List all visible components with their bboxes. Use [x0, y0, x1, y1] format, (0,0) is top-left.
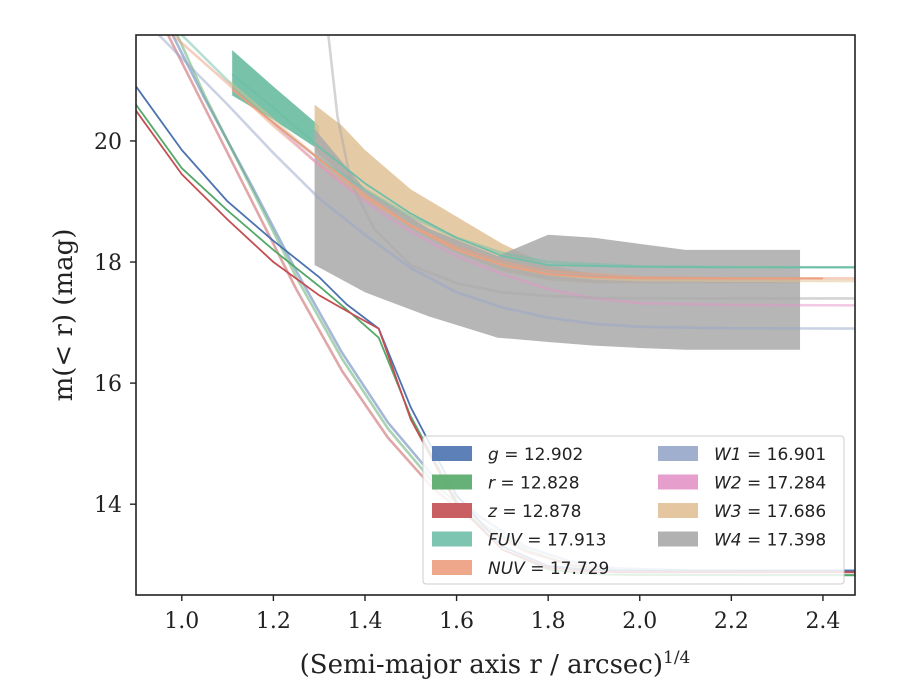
legend-item-g: g = 12.902: [432, 445, 583, 465]
x-tick-label: 2.4: [805, 609, 840, 634]
x-tick-label: 2.2: [714, 609, 749, 634]
x-axis-label-exponent: 1/4: [663, 648, 690, 668]
y-tick-label: 14: [94, 493, 122, 518]
y-axis-label: m(< r) (mag): [49, 229, 79, 402]
curve-w1-model: [157, 35, 855, 330]
curve-fuv-data: [231, 73, 855, 269]
legend-item-w3: W3 = 17.686: [658, 502, 826, 522]
plot-frame: [135, 34, 856, 596]
x-tick-label: 1.6: [439, 609, 474, 634]
x-axis-label: (Semi-major axis r / arcsec)1/4: [300, 648, 691, 680]
legend-label: r = 12.828: [488, 474, 580, 494]
legend-item-w1: W1 = 16.901: [658, 445, 826, 465]
x-tick-label: 1.4: [347, 609, 382, 634]
legend-label: FUV = 17.913: [488, 531, 606, 551]
y-tick-label: 16: [94, 372, 122, 397]
legend-item-w4: W4 = 17.398: [658, 531, 826, 551]
x-ticks: 1.0 1.2 1.4 1.6 1.8 2.0 2.2 2.4: [164, 595, 840, 634]
curve-nuv-model: [171, 35, 855, 280]
legend-label: z = 12.878: [487, 502, 581, 522]
legend-item-nuv: NUV = 17.729: [432, 559, 609, 579]
x-tick-label: 1.8: [531, 609, 566, 634]
legend-box: [422, 435, 845, 585]
curve-w4-model: [327, 35, 855, 300]
legend-swatch: [432, 560, 472, 575]
legend-swatch: [432, 531, 472, 547]
legend-swatch: [432, 503, 472, 518]
band-fuv: [232, 50, 320, 151]
legend-label: g = 12.902: [488, 445, 583, 465]
curve-nuv-data: [231, 88, 823, 280]
legend-label: W1 = 16.901: [714, 445, 826, 465]
legend-swatch: [658, 474, 698, 490]
legend: g = 12.902 r = 12.828 z = 12.878 FUV = 17.9…: [422, 435, 845, 585]
legend-item-r: r = 12.828: [432, 474, 580, 494]
legend-item-z: z = 12.878: [432, 502, 581, 522]
legend-label: W3 = 17.686: [714, 502, 826, 522]
y-ticks: 14 16 18 20: [94, 130, 136, 518]
x-tick-label: 1.0: [164, 609, 199, 634]
legend-item-w2: W2 = 17.284: [658, 474, 826, 494]
legend-swatch: [658, 503, 698, 518]
y-tick-label: 18: [94, 251, 122, 276]
legend-label: W2 = 17.284: [714, 474, 826, 494]
curve-fuv-model: [180, 35, 855, 269]
curve-w2-model: [272, 121, 855, 307]
x-tick-label: 2.0: [622, 609, 657, 634]
x-tick-label: 1.2: [256, 609, 291, 634]
legend-item-fuv: FUV = 17.913: [432, 531, 606, 551]
legend-swatch: [432, 446, 472, 461]
legend-swatch: [432, 474, 472, 490]
band-w4: [314, 128, 801, 350]
legend-label: NUV = 17.729: [488, 559, 609, 579]
y-tick-label: 20: [94, 130, 122, 155]
legend-swatch: [658, 446, 698, 461]
legend-swatch: [658, 531, 698, 547]
legend-label: W4 = 17.398: [714, 531, 826, 551]
